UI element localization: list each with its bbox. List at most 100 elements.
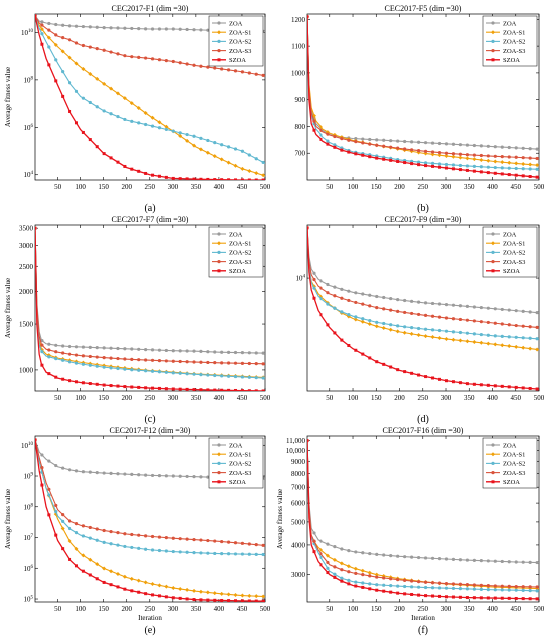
legend-marker [217, 21, 221, 25]
series-point-zoa-s2 [312, 286, 316, 290]
series-point-szoa [396, 368, 400, 372]
series-point-zoa [67, 24, 72, 28]
series-point-zoa-s3 [389, 577, 393, 581]
series-point-szoa [451, 595, 455, 599]
series-point-zoa-s2 [95, 538, 99, 542]
legend [208, 226, 264, 278]
series-point-zoa-s1 [157, 583, 162, 588]
series-point-zoa-s2 [150, 548, 155, 552]
series-point-zoa-s2 [514, 588, 518, 592]
series-point-zoa-s3 [206, 65, 210, 69]
series-point-zoa-s2 [423, 161, 428, 165]
series-point-zoa-s1 [115, 572, 120, 577]
series-point-zoa [164, 474, 168, 478]
series-point-zoa-s3 [410, 311, 414, 316]
series-point-szoa [68, 379, 72, 383]
series-point-szoa [347, 343, 351, 347]
y-tick-label: 1010 [21, 442, 34, 450]
series-point-zoa-s2 [102, 109, 106, 113]
series-point-zoa [171, 27, 175, 31]
series-point-zoa-s2 [416, 585, 421, 589]
series-point-zoa-s2 [410, 585, 414, 589]
legend-marker [491, 250, 495, 254]
series-point-zoa-s3 [116, 531, 120, 535]
y-tick-label: 109 [24, 473, 34, 481]
series-point-szoa [375, 156, 379, 160]
x-tick-label: 400 [214, 394, 225, 402]
y-tick-label: 3500 [19, 225, 34, 233]
series-point-zoa-s3 [444, 581, 449, 586]
series-point-szoa [54, 79, 58, 83]
series-point-szoa [157, 594, 161, 598]
series-point-zoa-s2 [199, 136, 203, 140]
chart-panel-6: CEC2017-F16 (dim =30) 50 100 150 200 250 300 35… [276, 426, 545, 636]
series-point-zoa [535, 311, 539, 315]
series-point-zoa-s1 [465, 339, 470, 344]
series-point-szoa [81, 130, 85, 134]
series-point-zoa-s2 [472, 164, 476, 168]
series-point-szoa [144, 386, 148, 390]
series-point-zoa-s3 [123, 54, 127, 58]
series-point-zoa-s3 [220, 539, 224, 544]
series-point-zoa [123, 347, 127, 351]
series-point-zoa-s2 [254, 552, 258, 556]
legend-label: ZOA-S2 [503, 250, 525, 257]
series-point-zoa-s2 [389, 323, 393, 327]
series-point-zoa-s3 [312, 277, 316, 282]
series-point-zoa-s1 [205, 590, 210, 595]
x-tick-label: 450 [511, 394, 522, 402]
series-point-zoa-s2 [437, 328, 442, 333]
series-point-zoa-s2 [144, 122, 148, 127]
legend-marker [491, 232, 495, 236]
series-point-zoa [347, 289, 351, 293]
series-point-zoa-s1 [381, 326, 386, 331]
x-tick-label: 100 [75, 394, 86, 402]
series-point-zoa-s2 [514, 335, 518, 339]
series-point-zoa-s3 [444, 151, 449, 155]
series-point-zoa-s3 [472, 153, 476, 157]
series-point-zoa [116, 472, 120, 476]
y-tick-label: 1500 [19, 321, 34, 329]
series-point-zoa-s2 [458, 163, 463, 168]
series-point-zoa [451, 142, 456, 146]
series-point-zoa-s2 [333, 306, 337, 310]
series-point-zoa [206, 350, 210, 354]
series-point-zoa-s2 [528, 167, 532, 171]
series-point-zoa-s1 [136, 106, 141, 111]
x-tick-label: 150 [98, 183, 109, 191]
panel-caption: (e) [144, 625, 155, 636]
series-point-zoa-s3 [220, 361, 224, 365]
series-point-zoa [521, 146, 525, 150]
series-point-szoa [81, 569, 85, 573]
y-tick-label: 104 [296, 275, 306, 283]
series-point-zoa [150, 27, 155, 31]
x-tick-label: 100 [75, 605, 86, 613]
series-point-szoa [424, 594, 428, 598]
series-point-zoa-s1 [60, 526, 65, 531]
series-point-zoa-s2 [479, 332, 483, 337]
series-point-zoa [178, 27, 182, 31]
series-point-zoa-s3 [88, 525, 92, 530]
series-point-zoa-s3 [333, 134, 337, 139]
series-point-zoa-s2 [354, 580, 358, 584]
series-point-zoa-s1 [254, 171, 259, 176]
series-point-zoa-s2 [67, 526, 72, 531]
series-point-szoa [206, 177, 210, 180]
series-point-zoa [47, 459, 51, 463]
series-point-zoa-s1 [247, 593, 252, 598]
series-point-zoa-s3 [500, 584, 504, 588]
series-point-zoa-s3 [458, 582, 463, 586]
series-point-zoa-s3 [206, 538, 210, 543]
series-point-zoa-s3 [416, 312, 421, 317]
y-tick-label: 11,000 [286, 437, 305, 445]
series-point-zoa-s2 [171, 129, 175, 133]
series-point-zoa-s3 [347, 138, 351, 142]
series-point-zoa [535, 560, 539, 565]
series-point-zoa-s1 [346, 564, 351, 569]
series-point-zoa-s1 [514, 161, 519, 166]
x-tick-label: 250 [418, 183, 429, 191]
series-point-zoa [171, 349, 175, 353]
series-point-szoa [254, 389, 258, 391]
series-point-zoa-s3 [340, 296, 344, 300]
series-point-zoa-s3 [164, 536, 168, 540]
